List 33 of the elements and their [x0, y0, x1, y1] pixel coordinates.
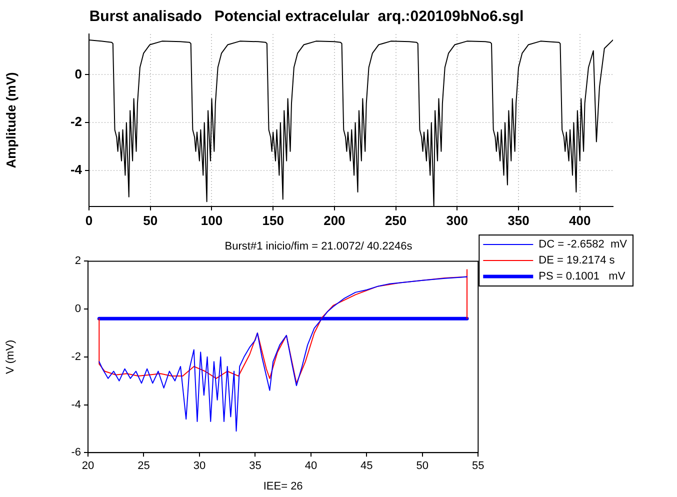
x-tick-label: 35	[249, 460, 262, 472]
legend-label: PS = 0.1001 mV	[538, 270, 626, 283]
x-tick-label: 40	[304, 460, 318, 472]
x-tick-label: 350	[508, 212, 530, 228]
x-tick-label: 200	[324, 212, 346, 228]
x-tick-label: 20	[82, 460, 94, 472]
chart-title: Burst analisado Potencial extracelular arq.:020109bNo6.sgl	[89, 8, 524, 26]
x-tick-label: 150	[262, 212, 284, 228]
y-axis-title: V (mV)	[4, 340, 17, 374]
y-tick-label: -4	[71, 398, 81, 411]
x-tick-label: 30	[193, 460, 206, 472]
x-tick-label: 50	[143, 212, 158, 228]
x-tick-label: 250	[384, 212, 407, 228]
x-tick-label: 50	[416, 460, 429, 472]
x-tick-label: 400	[569, 212, 591, 228]
x-tick-label: 0	[85, 212, 93, 228]
y-tick-label: -2	[70, 114, 82, 130]
y-axis-title: Amplitude (mV)	[3, 72, 18, 168]
x-tick-label: 55	[472, 460, 484, 472]
legend-label: DE = 19.2174 s	[538, 254, 616, 267]
x-tick-label: 100	[200, 212, 223, 228]
x-tick-label: 300	[446, 212, 468, 228]
y-tick-label: 0	[74, 66, 82, 82]
y-tick-label: 0	[74, 303, 81, 316]
x-tick-label: 25	[138, 460, 150, 472]
y-tick-label: -2	[71, 350, 81, 363]
x-tick-label: 45	[360, 460, 373, 472]
legend-label: DC = -2.6582 mV	[538, 238, 628, 251]
y-tick-label: -4	[70, 162, 83, 178]
x-axis-title: IEE= 26	[263, 480, 303, 492]
chart-title: Burst#1 inicio/fim = 21.0072/ 40.2246s	[224, 240, 413, 253]
y-tick-label: 2	[74, 255, 81, 268]
y-tick-label: -6	[71, 446, 81, 459]
